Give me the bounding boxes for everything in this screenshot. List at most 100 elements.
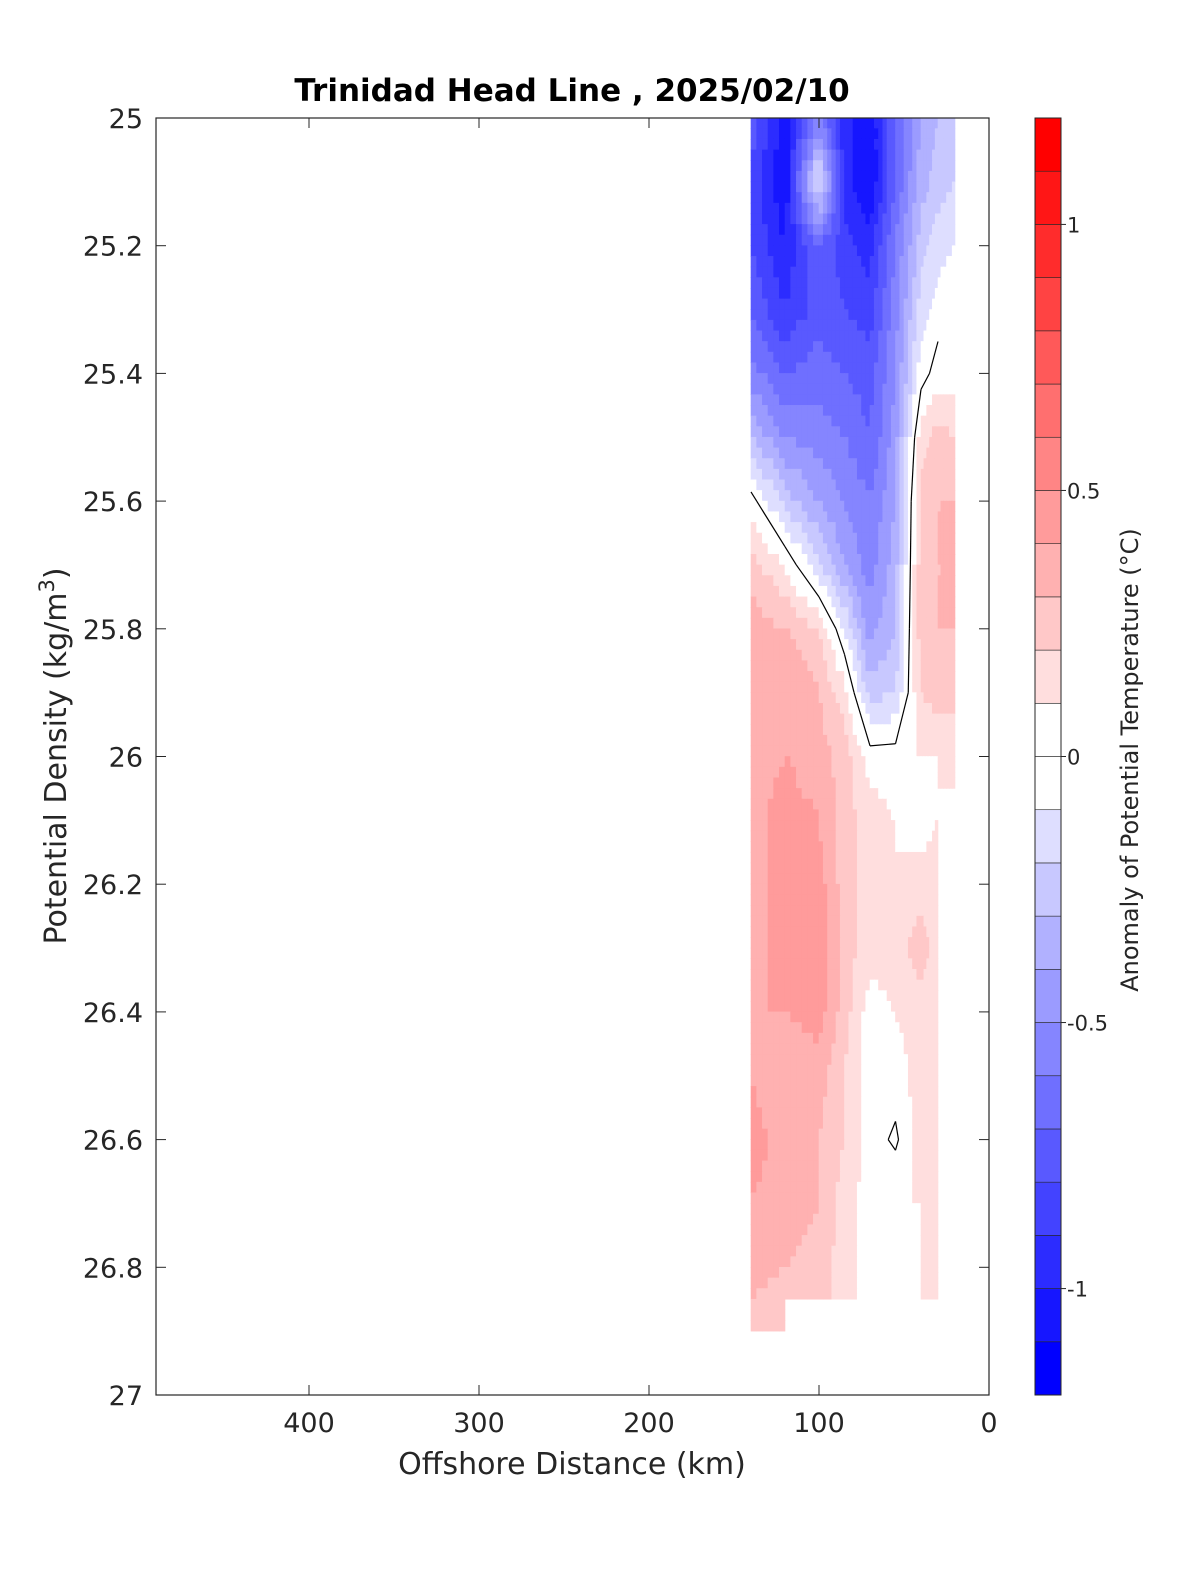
anomaly-cell — [869, 798, 875, 811]
anomaly-cell — [848, 915, 854, 928]
anomaly-cell — [878, 905, 884, 917]
anomaly-cell — [807, 277, 814, 289]
anomaly-cell — [852, 405, 858, 417]
anomaly-cell — [773, 937, 780, 949]
anomaly-cell — [848, 266, 854, 278]
anomaly-cell — [784, 596, 791, 608]
anomaly-cell — [946, 362, 950, 374]
anomaly-cell — [946, 681, 950, 693]
anomaly-cell — [934, 436, 939, 449]
anomaly-cell — [813, 1203, 820, 1215]
anomaly-cell — [835, 128, 841, 140]
anomaly-cell — [932, 1000, 936, 1013]
anomaly-cell — [807, 458, 814, 470]
anomaly-cell — [886, 692, 892, 704]
anomaly-cell — [756, 873, 763, 885]
anomaly-cell — [920, 1096, 925, 1108]
anomaly-cell — [835, 1256, 841, 1268]
anomaly-cell — [907, 1118, 913, 1130]
anomaly-cell — [920, 575, 925, 587]
anomaly-cell — [949, 777, 953, 784]
anomaly-cell — [773, 330, 780, 342]
anomaly-cell — [779, 245, 786, 257]
anomaly-cell — [865, 809, 871, 821]
anomaly-cell — [951, 436, 956, 449]
anomaly-cell — [861, 1096, 867, 1108]
anomaly-cell — [848, 820, 854, 832]
anomaly-cell — [886, 702, 892, 715]
anomaly-cell — [796, 383, 803, 395]
anomaly-cell — [807, 820, 814, 832]
anomaly-cell — [907, 692, 913, 704]
anomaly-cell — [882, 1011, 888, 1023]
anomaly-cell — [934, 330, 939, 342]
anomaly-cell — [920, 373, 925, 385]
anomaly-cell — [861, 830, 867, 842]
anomaly-cell — [818, 820, 824, 832]
anomaly-cell — [773, 298, 780, 310]
anomaly-cell — [827, 649, 833, 662]
anomaly-cell — [934, 1096, 939, 1108]
anomaly-cell — [750, 468, 757, 481]
anomaly-cell — [932, 1032, 936, 1045]
anomaly-cell — [899, 436, 905, 449]
anomaly-cell — [923, 830, 927, 842]
anomaly-cell — [890, 256, 896, 268]
anomaly-cell — [762, 479, 769, 491]
anomaly-cell — [835, 543, 841, 555]
anomaly-cell — [767, 979, 774, 991]
anomaly-cell — [773, 905, 780, 917]
anomaly-cell — [899, 702, 905, 715]
anomaly-cell — [844, 766, 850, 779]
anomaly-cell — [869, 1107, 875, 1119]
anomaly-cell — [831, 1022, 837, 1034]
anomaly-cell — [886, 809, 892, 821]
anomaly-cell — [796, 671, 803, 683]
anomaly-cell — [873, 266, 879, 278]
anomaly-cell — [831, 1224, 837, 1236]
anomaly-cell — [827, 287, 833, 300]
anomaly-cell — [779, 1128, 786, 1140]
anomaly-cell — [839, 585, 845, 598]
anomaly-cell — [899, 990, 905, 1002]
anomaly-cell — [932, 1203, 936, 1215]
anomaly-cell — [807, 1160, 814, 1172]
anomaly-cell — [756, 1245, 763, 1257]
anomaly-cell — [951, 341, 956, 353]
anomaly-cell — [890, 170, 896, 183]
anomaly-cell — [831, 1235, 837, 1247]
anomaly-cell — [895, 341, 901, 353]
anomaly-cell — [839, 1171, 845, 1183]
anomaly-cell — [856, 1181, 862, 1194]
anomaly-cell — [822, 724, 828, 736]
anomaly-cell — [899, 266, 905, 278]
anomaly-cell — [895, 138, 901, 151]
anomaly-cell — [926, 181, 930, 193]
anomaly-cell — [750, 660, 757, 672]
anomaly-cell — [807, 426, 814, 438]
anomaly-cell — [934, 851, 939, 864]
anomaly-cell — [756, 234, 763, 246]
anomaly-cell — [852, 1213, 858, 1226]
anomaly-cell — [756, 724, 763, 736]
anomaly-cell — [801, 596, 808, 608]
anomaly-cell — [779, 1288, 786, 1300]
anomaly-cell — [750, 1107, 757, 1119]
anomaly-cell — [890, 287, 896, 300]
anomaly-cell — [801, 798, 808, 811]
anomaly-cell — [932, 192, 936, 204]
anomaly-cell — [895, 149, 901, 161]
anomaly-cell — [750, 128, 757, 140]
anomaly-cell — [779, 479, 786, 491]
anomaly-cell — [807, 192, 814, 204]
anomaly-cell — [844, 1235, 850, 1247]
anomaly-cell — [916, 788, 922, 800]
anomaly-cell — [932, 575, 936, 587]
anomaly-cell — [934, 958, 939, 970]
anomaly-cell — [756, 1224, 763, 1236]
anomaly-cell — [779, 1245, 786, 1257]
anomaly-cell — [940, 479, 944, 491]
anomaly-cell — [790, 1277, 797, 1284]
anomaly-cell — [923, 341, 927, 353]
anomaly-cell — [920, 426, 925, 438]
